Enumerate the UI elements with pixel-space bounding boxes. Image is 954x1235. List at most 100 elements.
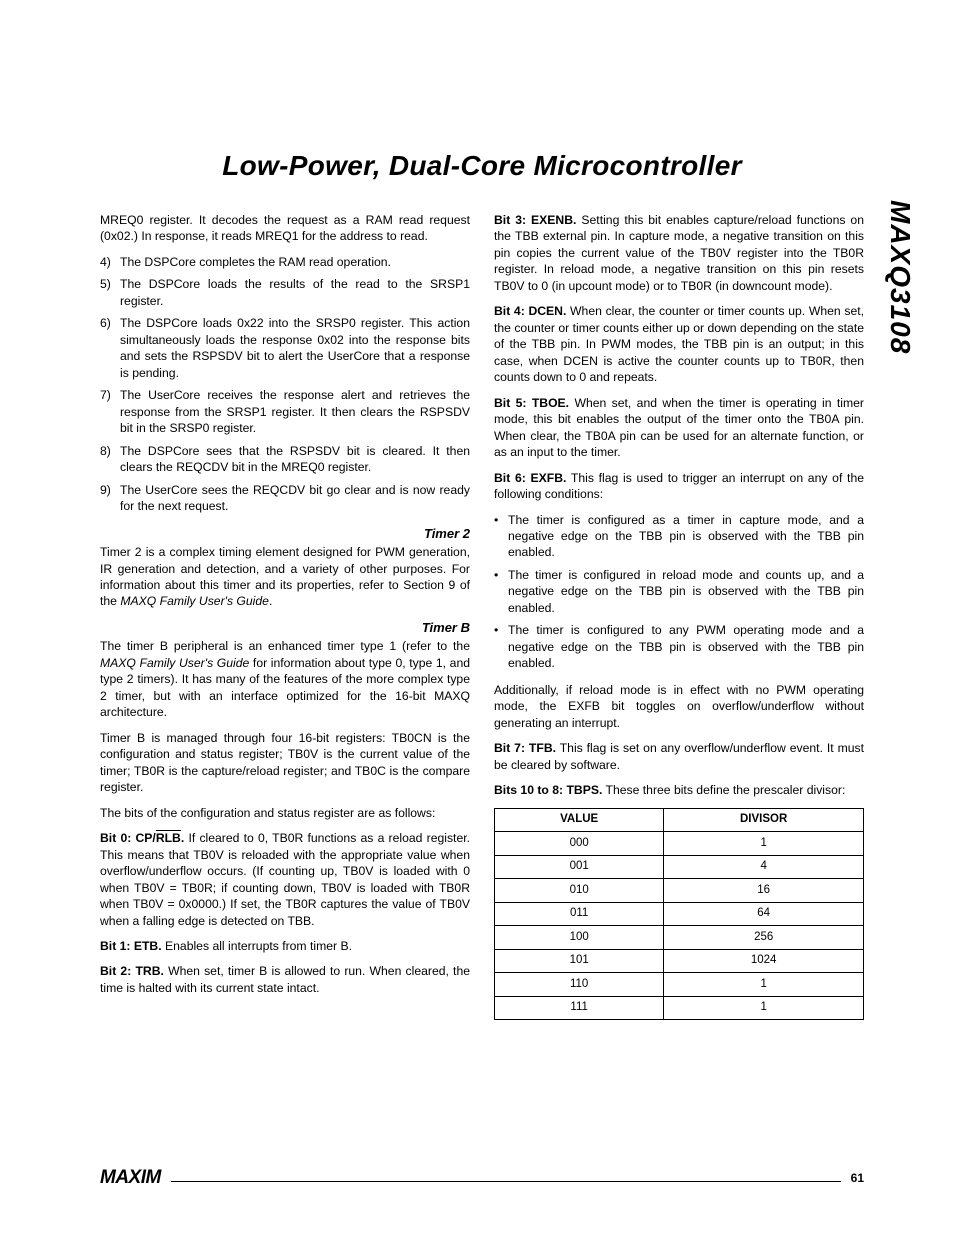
cell-divisor: 1 — [664, 832, 864, 856]
list-item: 9)The UserCore sees the REQCDV bit go cl… — [100, 482, 470, 515]
cell-value: 111 — [495, 996, 664, 1020]
bit5-para: Bit 5: TBOE. When set, and when the time… — [494, 395, 864, 461]
bullet-list: •The timer is configured as a timer in c… — [494, 512, 864, 672]
intro-paragraph: MREQ0 register. It decodes the request a… — [100, 212, 470, 245]
bullet-text: The timer is configured as a timer in ca… — [508, 512, 864, 561]
cell-divisor: 16 — [664, 879, 864, 903]
table-row: 1111 — [495, 996, 864, 1020]
timer2-body: Timer 2 is a complex timing element desi… — [100, 544, 470, 610]
bit0-label: Bit 0: CP/RLB. — [100, 831, 184, 845]
bullet-dot: • — [494, 622, 508, 671]
bit5-label: Bit 5: TBOE. — [494, 396, 569, 410]
bits108-label: Bits 10 to 8: TBPS. — [494, 783, 602, 797]
list-item: 6)The DSPCore loads 0x22 into the SRSP0 … — [100, 315, 470, 381]
bit6-para: Bit 6: EXFB. This flag is used to trigge… — [494, 470, 864, 503]
content-columns: MREQ0 register. It decodes the request a… — [100, 212, 864, 1020]
bullet-dot: • — [494, 512, 508, 561]
table-row: 1011024 — [495, 949, 864, 973]
bit0-overline: RLB — [156, 831, 181, 845]
cell-divisor: 4 — [664, 855, 864, 879]
item-number: 7) — [100, 387, 120, 436]
bit0-body: If cleared to 0, TB0R functions as a rel… — [100, 831, 470, 927]
timer2-ital: MAXQ Family User's Guide — [120, 594, 269, 608]
bullet-text: The timer is configured to any PWM opera… — [508, 622, 864, 671]
bullet-item: •The timer is configured as a timer in c… — [494, 512, 864, 561]
bit0-label-a: Bit 0: CP/ — [100, 831, 156, 845]
list-item: 4)The DSPCore completes the RAM read ope… — [100, 254, 470, 270]
cell-divisor: 1024 — [664, 949, 864, 973]
divisor-table: VALUE DIVISOR 0001 0014 01016 01164 1002… — [494, 808, 864, 1021]
part-number-vertical: MAXQ3108 — [884, 200, 916, 354]
after-bullets: Additionally, if reload mode is in effec… — [494, 682, 864, 731]
timerb-p1a: The timer B peripheral is an enhanced ti… — [100, 639, 470, 653]
bit7-label: Bit 7: TFB. — [494, 741, 556, 755]
table-row: 0001 — [495, 832, 864, 856]
item-number: 8) — [100, 443, 120, 476]
item-text: The DSPCore completes the RAM read opera… — [120, 254, 470, 270]
maxim-logo: MAXIM — [100, 1167, 161, 1189]
cell-value: 011 — [495, 902, 664, 926]
timerb-p3: The bits of the configuration and status… — [100, 805, 470, 821]
table-header-row: VALUE DIVISOR — [495, 808, 864, 832]
bit6-label: Bit 6: EXFB. — [494, 471, 566, 485]
page-title: Low-Power, Dual-Core Microcontroller — [100, 150, 864, 182]
numbered-list: 4)The DSPCore completes the RAM read ope… — [100, 254, 470, 515]
bit2-label: Bit 2: TRB. — [100, 964, 164, 978]
cell-value: 100 — [495, 926, 664, 950]
bit3-label: Bit 3: EXENB. — [494, 213, 576, 227]
cell-value: 010 — [495, 879, 664, 903]
table-row: 01016 — [495, 879, 864, 903]
cell-value: 001 — [495, 855, 664, 879]
cell-value: 110 — [495, 973, 664, 997]
bits108-para: Bits 10 to 8: TBPS. These three bits def… — [494, 782, 864, 798]
bits108-body: These three bits define the prescaler di… — [602, 783, 845, 797]
list-item: 8)The DSPCore sees that the RSPSDV bit i… — [100, 443, 470, 476]
left-column: MREQ0 register. It decodes the request a… — [100, 212, 470, 1020]
timerb-p1ital: MAXQ Family User's Guide — [100, 656, 249, 670]
footer: MAXIM 61 — [100, 1167, 864, 1189]
bit1-para: Bit 1: ETB. Enables all interrupts from … — [100, 938, 470, 954]
cell-divisor: 256 — [664, 926, 864, 950]
bit7-para: Bit 7: TFB. This flag is set on any over… — [494, 740, 864, 773]
page-number: 61 — [851, 1171, 864, 1185]
bit1-body: Enables all interrupts from timer B. — [162, 939, 352, 953]
item-text: The DSPCore sees that the RSPSDV bit is … — [120, 443, 470, 476]
timerb-p2: Timer B is managed through four 16-bit r… — [100, 730, 470, 796]
table-row: 01164 — [495, 902, 864, 926]
item-number: 6) — [100, 315, 120, 381]
table-row: 0014 — [495, 855, 864, 879]
bullet-text: The timer is configured in reload mode a… — [508, 567, 864, 616]
footer-rule — [171, 1175, 841, 1182]
bullet-item: •The timer is configured to any PWM oper… — [494, 622, 864, 671]
item-text: The DSPCore loads 0x22 into the SRSP0 re… — [120, 315, 470, 381]
header-divisor: DIVISOR — [664, 808, 864, 832]
item-text: The UserCore sees the REQCDV bit go clea… — [120, 482, 470, 515]
list-item: 5)The DSPCore loads the results of the r… — [100, 276, 470, 309]
item-number: 4) — [100, 254, 120, 270]
bit4-label: Bit 4: DCEN. — [494, 304, 566, 318]
item-text: The DSPCore loads the results of the rea… — [120, 276, 470, 309]
item-text: The UserCore receives the response alert… — [120, 387, 470, 436]
cell-divisor: 1 — [664, 973, 864, 997]
timerb-heading: Timer B — [100, 619, 470, 637]
item-number: 5) — [100, 276, 120, 309]
table-row: 1101 — [495, 973, 864, 997]
timer2-tail: . — [269, 594, 272, 608]
bit4-para: Bit 4: DCEN. When clear, the counter or … — [494, 303, 864, 385]
list-item: 7)The UserCore receives the response ale… — [100, 387, 470, 436]
timer2-heading: Timer 2 — [100, 525, 470, 543]
table-row: 100256 — [495, 926, 864, 950]
cell-value: 101 — [495, 949, 664, 973]
bit3-para: Bit 3: EXENB. Setting this bit enables c… — [494, 212, 864, 294]
right-column: Bit 3: EXENB. Setting this bit enables c… — [494, 212, 864, 1020]
bullet-dot: • — [494, 567, 508, 616]
header-value: VALUE — [495, 808, 664, 832]
bullet-item: •The timer is configured in reload mode … — [494, 567, 864, 616]
timerb-p1: The timer B peripheral is an enhanced ti… — [100, 638, 470, 720]
cell-value: 000 — [495, 832, 664, 856]
cell-divisor: 64 — [664, 902, 864, 926]
item-number: 9) — [100, 482, 120, 515]
bit0-para: Bit 0: CP/RLB. If cleared to 0, TB0R fun… — [100, 830, 470, 929]
cell-divisor: 1 — [664, 996, 864, 1020]
bit1-label: Bit 1: ETB. — [100, 939, 162, 953]
